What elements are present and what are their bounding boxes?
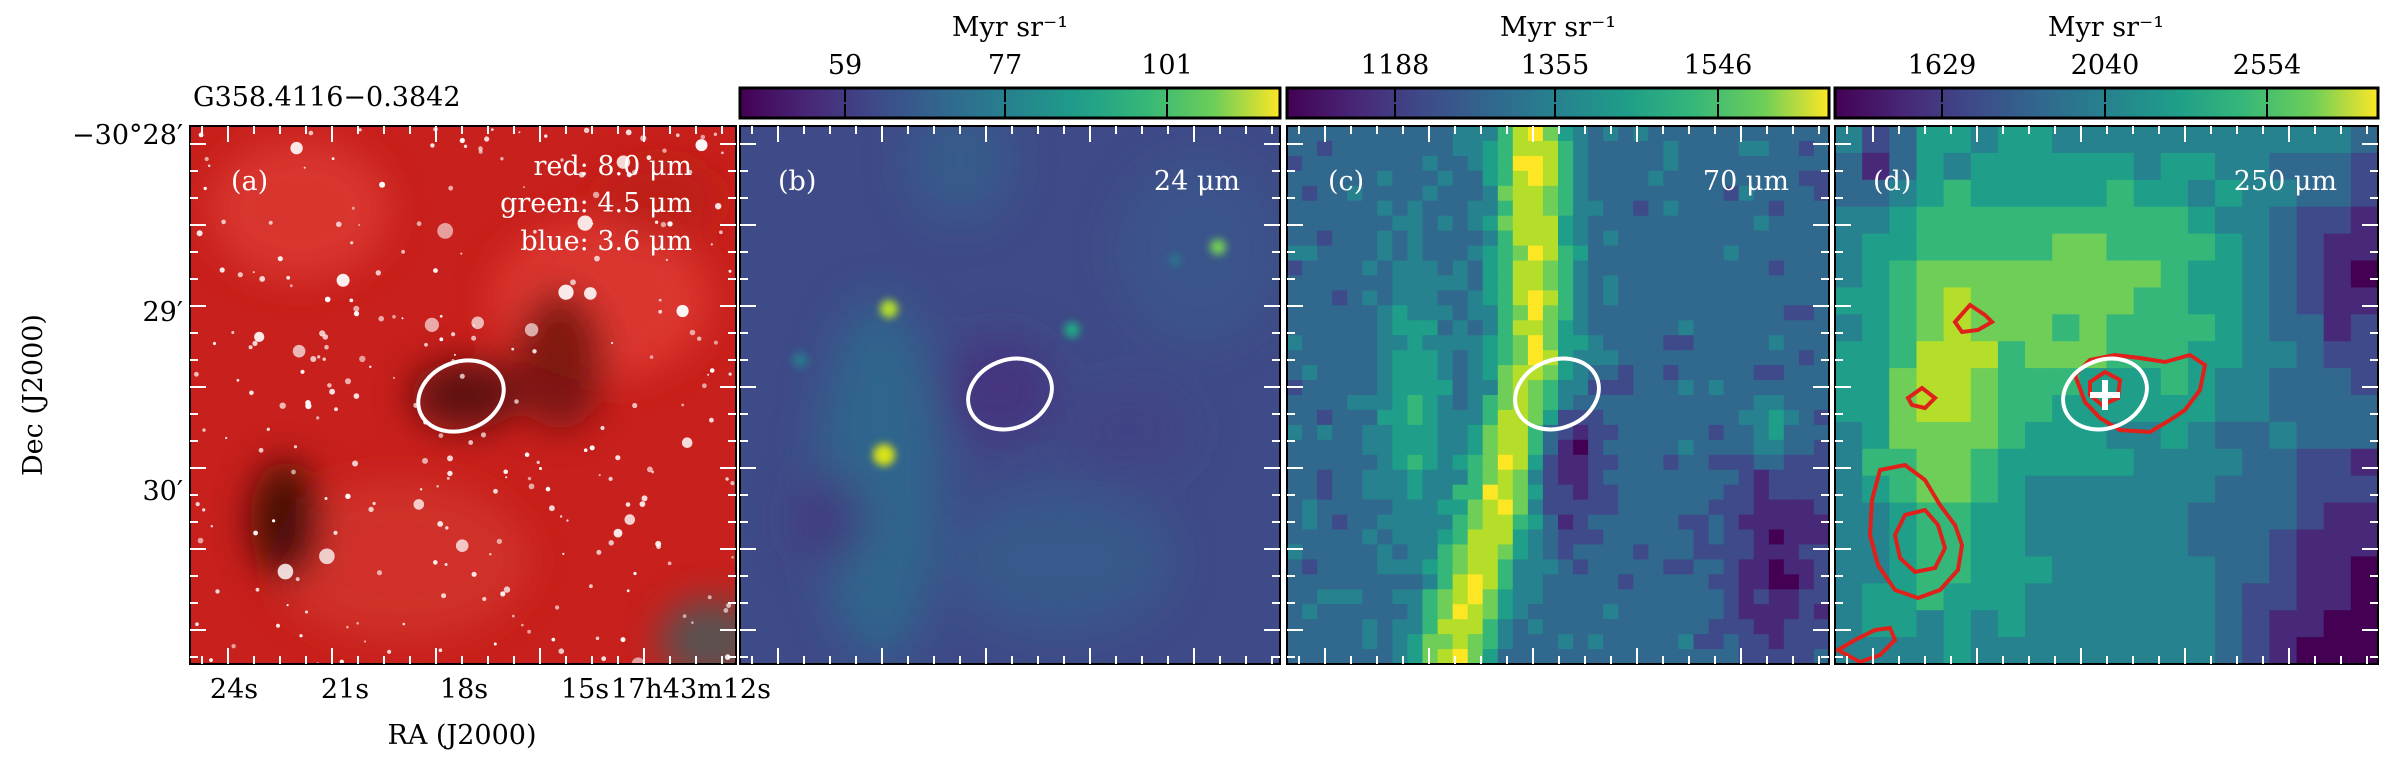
panel-c-tag: (c) bbox=[1328, 166, 1364, 197]
ra-tick-label: 18s bbox=[440, 674, 488, 705]
dec-tick-label: 29′ bbox=[143, 297, 184, 328]
panel-b-structure bbox=[795, 126, 1280, 660]
panel-a-legend-red: red: 8.0 μm bbox=[533, 151, 692, 182]
aperture-ellipse bbox=[2061, 356, 2149, 432]
colorbar-gradient bbox=[738, 86, 1282, 120]
colorbar-d: Myr sr⁻¹ 1629 2040 2554 bbox=[1833, 12, 2380, 120]
panel-b-point-sources bbox=[792, 239, 1226, 466]
colorbar-gradient bbox=[1285, 86, 1831, 120]
ra-tick-label: 17h43m12s bbox=[611, 674, 771, 705]
panel-b-band: 24 μm bbox=[1154, 166, 1240, 197]
panel-b bbox=[740, 126, 1280, 664]
panel-d-band: 250 μm bbox=[2234, 166, 2337, 197]
colorbar-tick-label: 2554 bbox=[2233, 50, 2302, 81]
dec-tick-label: 30′ bbox=[143, 476, 184, 507]
contour-line bbox=[1952, 302, 1996, 335]
frame-ticks bbox=[190, 126, 2378, 664]
colorbar-b: Myr sr⁻¹ 59 77 101 bbox=[738, 12, 1282, 120]
colorbar-tick-label: 2040 bbox=[2071, 50, 2140, 81]
aperture-ellipse bbox=[966, 356, 1054, 432]
panel-c-band: 70 μm bbox=[1703, 166, 1789, 197]
panel-a-legend-green: green: 4.5 μm bbox=[500, 188, 692, 219]
colorbar-gradient bbox=[1833, 86, 2380, 120]
panel-a-stars bbox=[194, 127, 735, 664]
colorbar-tick-label: 77 bbox=[988, 50, 1022, 81]
colorbar-tick-label: 1546 bbox=[1684, 50, 1753, 81]
panel-b-tag: (b) bbox=[778, 166, 816, 197]
contour-line bbox=[1867, 462, 1965, 601]
colorbar-tick-label: 1188 bbox=[1361, 50, 1430, 81]
colorbar-tick-label: 101 bbox=[1141, 50, 1193, 81]
panel-c bbox=[1287, 126, 1829, 664]
contour-line bbox=[2072, 352, 2208, 435]
ra-tick-label: 24s bbox=[210, 674, 258, 705]
panel-d-tag: (d) bbox=[1873, 166, 1911, 197]
panel-a-legend-blue: blue: 3.6 μm bbox=[520, 226, 692, 257]
source-name: G358.4116−0.3842 bbox=[193, 82, 461, 113]
contour-line bbox=[1892, 507, 1948, 575]
ra-tick-label: 21s bbox=[321, 674, 369, 705]
panel-d-pixels bbox=[1835, 126, 2378, 664]
colorbar-title: Myr sr⁻¹ bbox=[2048, 12, 2164, 43]
dec-tick-label: −30°28′ bbox=[72, 120, 183, 151]
colorbar-tick-label: 1629 bbox=[1908, 50, 1977, 81]
panel-a-tag: (a) bbox=[231, 166, 268, 197]
panel-d bbox=[1835, 126, 2378, 664]
colorbar-title: Myr sr⁻¹ bbox=[952, 12, 1068, 43]
colorbar-c: Myr sr⁻¹ 1188 1355 1546 bbox=[1285, 12, 1831, 120]
dec-axis-label: Dec (J2000) bbox=[18, 314, 49, 476]
colorbar-tick-label: 59 bbox=[828, 50, 862, 81]
colorbar-tick-label: 1355 bbox=[1521, 50, 1590, 81]
ra-axis-label: RA (J2000) bbox=[387, 720, 536, 751]
panel-c-pixels bbox=[1287, 126, 1829, 664]
contour-line bbox=[1835, 625, 1898, 664]
aperture-ellipse bbox=[1513, 356, 1601, 432]
contour-line bbox=[1905, 385, 1939, 411]
aperture-ellipse bbox=[416, 358, 506, 434]
peak-marker-icon bbox=[2090, 380, 2120, 410]
ra-tick-label: 15s bbox=[561, 674, 609, 705]
panel-b-frame bbox=[739, 125, 1281, 665]
colorbar-title: Myr sr⁻¹ bbox=[1500, 12, 1616, 43]
